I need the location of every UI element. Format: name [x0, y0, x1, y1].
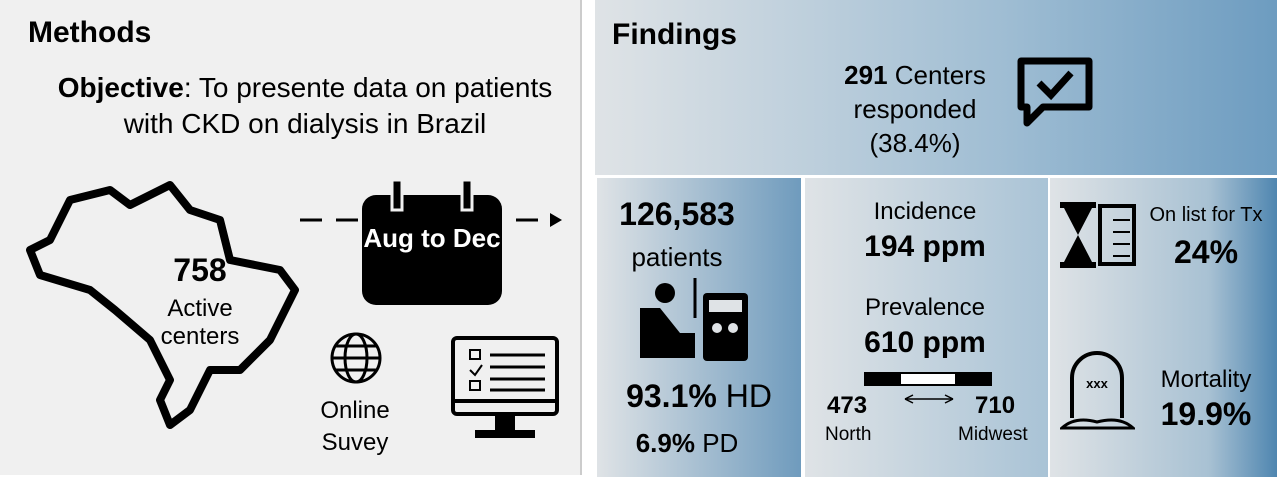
responded-value: 291	[844, 60, 888, 90]
globe-icon	[330, 332, 382, 384]
incidence-label: Incidence	[873, 198, 977, 225]
patients-label: patients	[631, 242, 723, 272]
tombstone-icon: xxx	[1060, 351, 1135, 430]
patients-box: 126,583 patients 93.1% HD 6.9% PD	[597, 178, 801, 477]
dialysis-icon	[640, 278, 748, 361]
responded-pct: (38.4%)	[869, 128, 961, 158]
monitor-icon	[451, 336, 559, 438]
mortality-label: Mortality	[1160, 366, 1252, 393]
patients-value: 126,583	[619, 196, 735, 232]
responded-label: Centers responded	[853, 60, 986, 124]
objective-label: Objective	[57, 72, 184, 103]
prevalence-value: 610 ppm	[864, 326, 986, 359]
waitlist-icon	[1060, 202, 1136, 268]
epidemiology-box: Incidence 194 ppm Prevalence 610 ppm 473…	[805, 178, 1048, 477]
range-high: 710	[975, 392, 1016, 419]
transplant-label: On list for Tx	[1149, 204, 1263, 226]
outcomes-box: On list for Tx 24% xxx Mortality 19.9%	[1050, 178, 1277, 477]
hd-label: HD	[725, 378, 772, 414]
pd-value: 6.9%	[635, 428, 695, 458]
calendar-icon	[300, 178, 562, 305]
methods-panel: Methods Objective: To presente data on p…	[0, 0, 582, 475]
hd: 93.1% HD	[597, 378, 801, 415]
pd: 6.9% PD	[597, 428, 777, 459]
hd-value: 93.1%	[626, 378, 717, 414]
pd-label: PD	[702, 428, 739, 458]
objective: Objective: To presente data on patients …	[30, 70, 580, 142]
chat-check-icon	[1017, 57, 1093, 127]
centers-value: 758	[173, 252, 227, 288]
transplant-value: 24%	[1173, 234, 1239, 270]
incidence-value: 194 ppm	[864, 230, 986, 263]
objective-text: : To presente data on patients with CKD …	[123, 72, 553, 139]
findings-title: Findings	[612, 18, 737, 51]
methods-title: Methods	[28, 16, 152, 49]
period: Aug to Dec	[363, 223, 501, 253]
range-low-label: North	[825, 424, 872, 445]
brazil-map	[26, 181, 299, 429]
range-bar	[864, 372, 992, 404]
survey-label: Online Suvey	[320, 397, 390, 456]
mortality-value: 19.9%	[1160, 396, 1252, 432]
svg-text:xxx: xxx	[1086, 376, 1108, 391]
findings-header: Findings 291 Centers responded (38.4%)	[595, 0, 1277, 175]
range-low: 473	[827, 392, 868, 419]
centers-label: Active centers	[160, 295, 240, 350]
responded: 291 Centers responded (38.4%)	[815, 58, 1015, 160]
range-high-label: Midwest	[958, 424, 1028, 445]
prevalence-label: Prevalence	[864, 294, 986, 321]
